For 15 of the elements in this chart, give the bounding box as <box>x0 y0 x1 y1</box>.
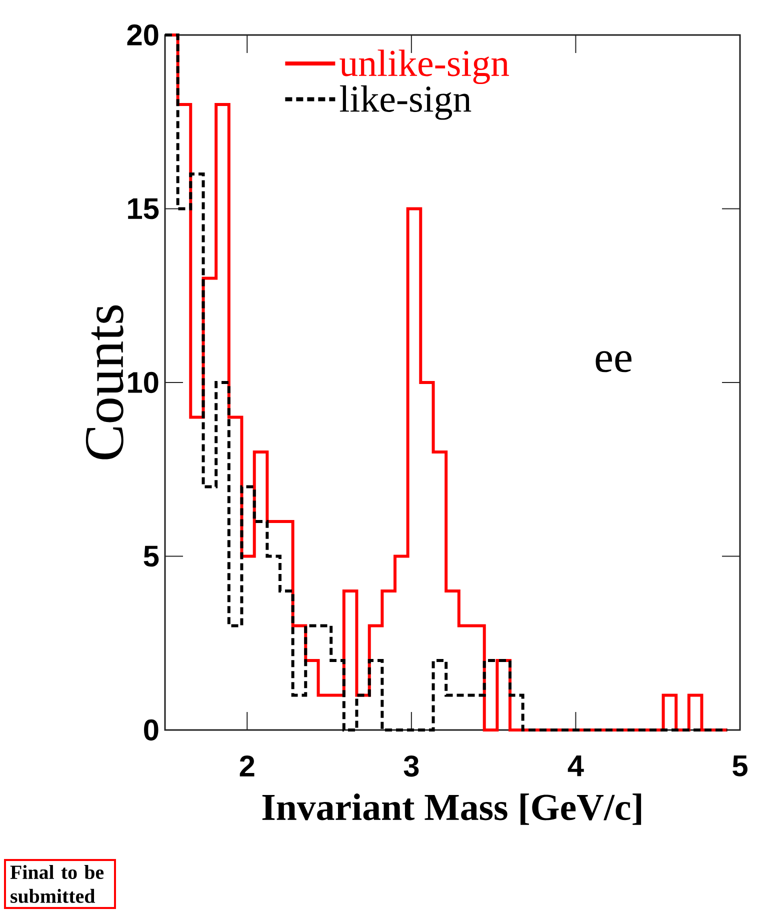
x-tick-label: 2 <box>240 756 254 776</box>
x-tick-label: 4 <box>568 756 584 776</box>
y-tick-label: 15 <box>128 198 159 220</box>
y-axis-title: Counts <box>86 305 124 460</box>
y-tick-label: 10 <box>128 372 158 394</box>
legend-label: unlike-sign <box>340 50 509 84</box>
legend-label: like-sign <box>340 85 472 120</box>
y-tick-label: 20 <box>127 24 158 46</box>
y-tick-label: 5 <box>144 546 159 567</box>
y-tick-label: 0 <box>144 719 158 741</box>
text: Final to be submitted <box>10 865 104 903</box>
x-tick-label: 5 <box>732 756 748 776</box>
x-tick-label: 3 <box>404 756 419 777</box>
x-axis-title: Invariant Mass [GeV/c] <box>262 794 642 825</box>
annotation: ee <box>596 351 632 372</box>
